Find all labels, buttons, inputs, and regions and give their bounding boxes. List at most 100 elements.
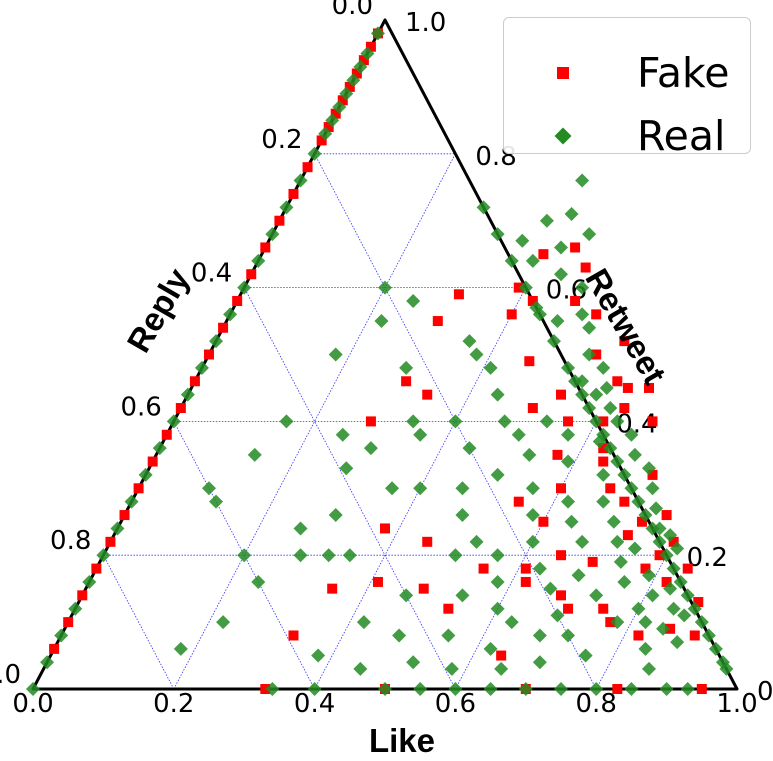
point-fake xyxy=(556,550,566,561)
tick-label-reply: 0.6 xyxy=(120,392,161,422)
point-real xyxy=(279,200,294,215)
tick-label-reply: 0.4 xyxy=(191,259,232,289)
point-real xyxy=(617,574,632,589)
point-fake xyxy=(661,510,672,521)
tick-label-retweet: 1.0 xyxy=(405,8,446,38)
point-fake xyxy=(682,563,693,574)
point-fake xyxy=(246,269,257,280)
point-real xyxy=(321,548,336,563)
point-fake xyxy=(288,630,299,641)
point-real xyxy=(476,200,491,215)
point-real xyxy=(378,682,392,696)
point-real xyxy=(525,481,540,496)
point-real xyxy=(339,86,354,101)
point-fake xyxy=(647,469,658,480)
point-fake xyxy=(274,215,285,226)
point-fake xyxy=(175,403,186,414)
point-real xyxy=(645,481,660,496)
point-fake xyxy=(570,295,581,306)
point-real xyxy=(561,454,576,469)
point-fake xyxy=(520,576,531,587)
point-real xyxy=(68,601,83,616)
point-real xyxy=(652,534,667,549)
point-real xyxy=(575,534,590,549)
point-fake xyxy=(513,282,524,293)
point-real xyxy=(202,481,216,496)
point-real xyxy=(293,548,308,563)
point-real xyxy=(652,521,667,536)
point-fake xyxy=(105,536,116,547)
point-real xyxy=(307,146,322,161)
point-real xyxy=(483,682,498,696)
square-marker-icon xyxy=(557,67,569,79)
point-real xyxy=(469,347,484,362)
point-real xyxy=(596,467,611,482)
point-real xyxy=(515,233,530,248)
point-fake xyxy=(380,523,390,534)
tick-label-reply: 0.8 xyxy=(50,526,91,556)
point-fake xyxy=(506,309,517,320)
point-real xyxy=(525,534,540,549)
point-real xyxy=(455,481,470,496)
point-fake xyxy=(591,309,602,320)
point-real xyxy=(356,615,371,630)
point-real xyxy=(642,461,656,476)
point-fake xyxy=(422,389,433,400)
point-real xyxy=(223,307,238,322)
point-real xyxy=(311,648,326,663)
point-real xyxy=(645,588,660,603)
point-real xyxy=(96,548,111,563)
grid-line-like xyxy=(455,421,597,690)
point-real xyxy=(518,280,533,295)
point-fake xyxy=(365,416,376,427)
point-real xyxy=(54,628,69,643)
point-fake xyxy=(598,603,609,614)
point-fake xyxy=(665,623,676,634)
point-real xyxy=(307,682,322,696)
point-real xyxy=(529,300,544,315)
point-fake xyxy=(633,630,644,641)
point-fake xyxy=(622,530,633,541)
point-real xyxy=(209,494,224,509)
point-real xyxy=(448,548,463,563)
point-fake xyxy=(77,590,88,601)
point-real xyxy=(715,655,730,670)
point-real xyxy=(701,628,716,643)
point-real xyxy=(110,521,125,536)
point-real xyxy=(448,682,463,696)
point-real xyxy=(532,655,547,670)
legend-label-fake: Fake xyxy=(637,49,730,97)
point-fake xyxy=(189,376,200,387)
point-fake xyxy=(218,322,229,333)
point-real xyxy=(656,621,671,636)
point-fake xyxy=(372,576,383,587)
point-real xyxy=(26,682,40,696)
point-fake xyxy=(612,684,623,694)
point-real xyxy=(610,615,625,630)
point-real xyxy=(370,26,385,41)
point-real xyxy=(353,59,368,74)
point-fake xyxy=(661,576,672,587)
point-real xyxy=(378,280,392,295)
point-fake xyxy=(556,590,566,601)
point-real xyxy=(490,601,505,616)
point-real xyxy=(328,347,343,362)
point-fake xyxy=(260,242,271,253)
point-fake xyxy=(302,162,313,173)
point-real xyxy=(568,374,583,389)
point-fake xyxy=(478,563,489,574)
point-fake xyxy=(418,583,429,594)
point-fake xyxy=(619,336,630,347)
point-fake xyxy=(524,356,535,367)
point-real xyxy=(124,494,139,509)
point-real xyxy=(532,561,547,576)
point-fake xyxy=(365,41,376,52)
point-real xyxy=(564,207,579,222)
point-real xyxy=(575,280,590,295)
point-real xyxy=(525,253,540,268)
point-real xyxy=(518,682,533,696)
point-fake xyxy=(605,617,616,628)
point-fake xyxy=(288,188,299,199)
point-real xyxy=(511,427,526,442)
